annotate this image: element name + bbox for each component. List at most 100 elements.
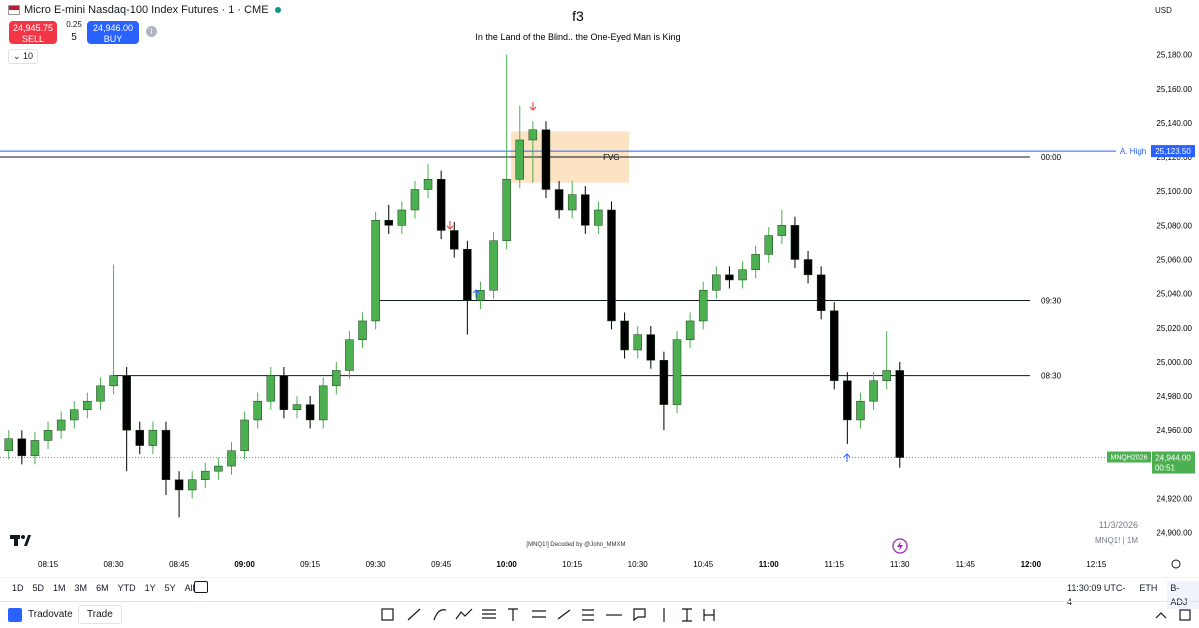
session[interactable]: ETH [1139, 583, 1158, 593]
candle-body [410, 189, 420, 211]
candle-body [227, 450, 236, 467]
tool[interactable] [682, 608, 692, 622]
range-button[interactable]: 3M [74, 583, 88, 593]
tool[interactable] [582, 609, 594, 621]
candle-body [43, 429, 53, 441]
y-tick-label: 25,080.00 [1156, 221, 1192, 230]
watermark: [MNQ1!] Decoded by @John_MMXM [526, 542, 625, 548]
last-price-name-tag [1107, 451, 1151, 463]
last-price-label: 24,944.00 [1155, 454, 1191, 463]
x-tick-label: 08:45 [169, 560, 190, 569]
candle-body [738, 269, 747, 281]
adjust[interactable]: B-ADJ [1167, 581, 1199, 609]
candle-body [672, 339, 682, 405]
broker[interactable]: Tradovate [28, 609, 73, 620]
candle-body [279, 375, 289, 410]
x-tick-label: 09:00 [234, 560, 255, 569]
candle-body [384, 219, 393, 226]
quantity[interactable]: 5 [71, 32, 77, 43]
sell-price: 24,945.75 [12, 23, 54, 33]
candle-body [174, 479, 184, 491]
range-button[interactable]: All [184, 583, 195, 593]
date: 11/3/2026 [1099, 520, 1138, 530]
sell-button[interactable]: 24,945.75 SELL [9, 21, 57, 44]
candle-body [882, 370, 891, 381]
candle-body [895, 370, 905, 458]
y-tick-label: 25,000.00 [1156, 358, 1192, 367]
candle-body [620, 320, 629, 351]
chart-title: f3 [572, 8, 584, 24]
lightning-icon[interactable] [892, 538, 908, 554]
status-dot [274, 7, 281, 13]
candle-body [790, 225, 800, 260]
candle-body [201, 470, 210, 480]
tool[interactable] [381, 608, 394, 621]
maximize[interactable] [1179, 609, 1191, 621]
symbol-interval: MNQ1! | 1M [1095, 536, 1138, 545]
collapse-button[interactable]: ⌄ 10 [8, 49, 39, 64]
tool[interactable] [433, 609, 447, 621]
date-range-icon[interactable] [194, 581, 208, 593]
x-tick-label: 10:45 [693, 560, 714, 569]
candle-body [240, 419, 249, 451]
clock: 11:30:09 UTC-4 [1067, 583, 1126, 607]
candle-body [528, 129, 538, 141]
trade-button[interactable]: Trade [78, 605, 122, 624]
range-button[interactable]: YTD [117, 583, 136, 593]
candle-body [96, 385, 105, 402]
range-button[interactable]: 1M [53, 583, 66, 593]
countdown: 00:51 [1155, 464, 1176, 473]
signal-arrow-down [446, 221, 454, 230]
tool[interactable] [532, 610, 546, 618]
chart-bg [0, 0, 1199, 578]
candle-body [659, 359, 669, 405]
tool[interactable] [633, 608, 646, 622]
tool[interactable] [407, 608, 421, 621]
chart: 24,900.0024,920.0024,940.0024,960.0024,9… [0, 0, 1199, 578]
last-price-name: MNQH2026 [1111, 455, 1148, 462]
range-button[interactable]: 6M [96, 583, 109, 593]
y-tick-label: 25,180.00 [1156, 51, 1192, 60]
settings-icon[interactable] [1171, 559, 1181, 569]
y-tick-label: 25,100.00 [1156, 187, 1192, 196]
collapse-panel[interactable] [1155, 612, 1167, 619]
range-button[interactable]: 1Y [144, 583, 156, 593]
candle-body [30, 440, 40, 457]
y-tick-label: 25,020.00 [1156, 324, 1192, 333]
candle-body [148, 429, 158, 446]
level-label: 08:30 [1041, 372, 1062, 381]
range-button[interactable]: 5Y [164, 583, 176, 593]
candle-body [266, 375, 276, 402]
candle-body [135, 429, 145, 446]
tool[interactable] [455, 608, 473, 620]
candle-body [450, 230, 459, 250]
footer: Tradovate Trade [0, 601, 1199, 628]
candle-body [803, 259, 813, 276]
x-tick-label: 12:00 [1021, 560, 1042, 569]
candle-body [712, 274, 721, 291]
tv-logo [10, 535, 31, 546]
currency[interactable]: USD [1155, 6, 1172, 15]
candle-body [633, 334, 642, 351]
candle-body [187, 479, 197, 491]
range-button[interactable]: 5D [32, 583, 45, 593]
candle-body [332, 370, 341, 387]
candle-body [214, 465, 223, 472]
tool[interactable] [557, 609, 571, 620]
tool[interactable] [703, 609, 715, 621]
last-price-tag [1152, 451, 1195, 474]
tool[interactable] [508, 608, 518, 621]
info-icon[interactable]: i [146, 26, 157, 37]
drawing-tools [381, 608, 715, 622]
footer-controls [1155, 609, 1191, 621]
candle-body [541, 129, 551, 190]
buy-button[interactable]: 24,946.00 BUY [87, 21, 139, 44]
candle-body [436, 179, 446, 231]
range-button[interactable]: 1D [12, 583, 24, 593]
candle-body [816, 274, 826, 311]
x-tick-label: 09:30 [366, 560, 387, 569]
broker-icon [8, 608, 22, 622]
tool[interactable] [482, 609, 496, 619]
candle-body [777, 225, 787, 236]
y-tick-label: 25,140.00 [1156, 119, 1192, 128]
